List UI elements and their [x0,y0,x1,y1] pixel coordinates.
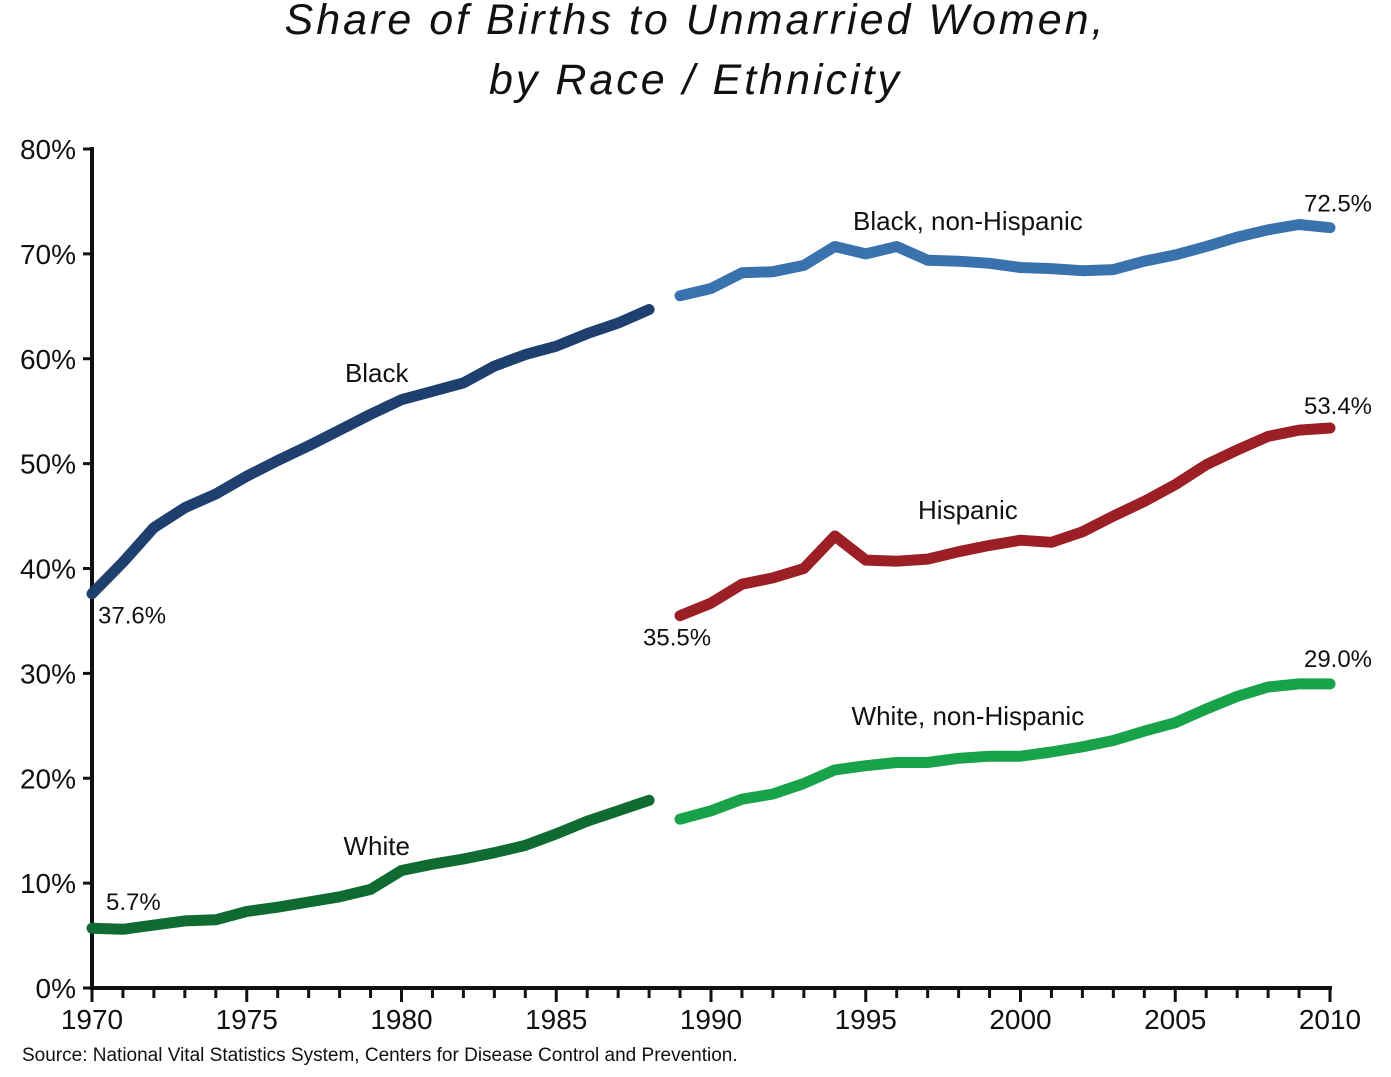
x-tick-label: 1980 [370,1004,432,1035]
series-label-black: Black [345,358,410,388]
source-note: Source: National Vital Statistics System… [22,1045,738,1066]
chart-title-line-1: Share of Births to Unmarried Women, [284,0,1107,44]
series-label-hispanic: Hispanic [918,495,1018,525]
data-label: 5.7% [106,889,161,916]
data-label: 53.4% [1304,393,1372,420]
chart-title-line-2: by Race / Ethnicity [488,56,903,104]
x-tick-label: 1995 [835,1004,897,1035]
x-tick-label: 2005 [1144,1004,1206,1035]
series-line-white [86,794,655,935]
data-label: 37.6% [98,603,166,630]
series-line-hispanic [674,422,1336,622]
data-label: 72.5% [1304,191,1372,218]
chart-labels: Black Black, non-Hispanic Hispanic White Whi… [98,191,1372,917]
y-tick-label: 30% [20,658,76,689]
data-label: 35.5% [643,625,711,652]
series-label-white-non-hispanic: White, non-Hispanic [852,701,1085,731]
y-tick-label: 80% [20,134,76,165]
series-line-black [86,304,655,600]
y-tick-label: 10% [20,868,76,899]
x-tick-label: 1985 [525,1004,587,1035]
data-label: 29.0% [1304,646,1372,673]
y-tick-label: 20% [20,763,76,794]
y-tick-label: 40% [20,554,76,585]
y-tick-label: 50% [20,449,76,480]
x-tick-label: 2010 [1299,1004,1361,1035]
chart-lines [86,219,1336,935]
x-tick-label: 2000 [989,1004,1051,1035]
y-tick-label: 0% [36,973,76,1004]
series-label-black-non-hispanic: Black, non-Hispanic [853,206,1083,236]
x-tick-label: 1975 [216,1004,278,1035]
x-tick-label: 1990 [680,1004,742,1035]
chart-axes: 0% 10% 20% 30% 40% 50% 60% 70% 80% 1970 1975 1980 19… [20,134,1361,1035]
y-tick-label: 60% [20,344,76,375]
series-label-white: White [344,831,410,861]
series-line-white-non-hispanic [674,678,1336,825]
y-tick-label: 70% [20,239,76,270]
x-tick-label: 1970 [61,1004,123,1035]
series-line-black-non-hispanic [674,219,1336,302]
